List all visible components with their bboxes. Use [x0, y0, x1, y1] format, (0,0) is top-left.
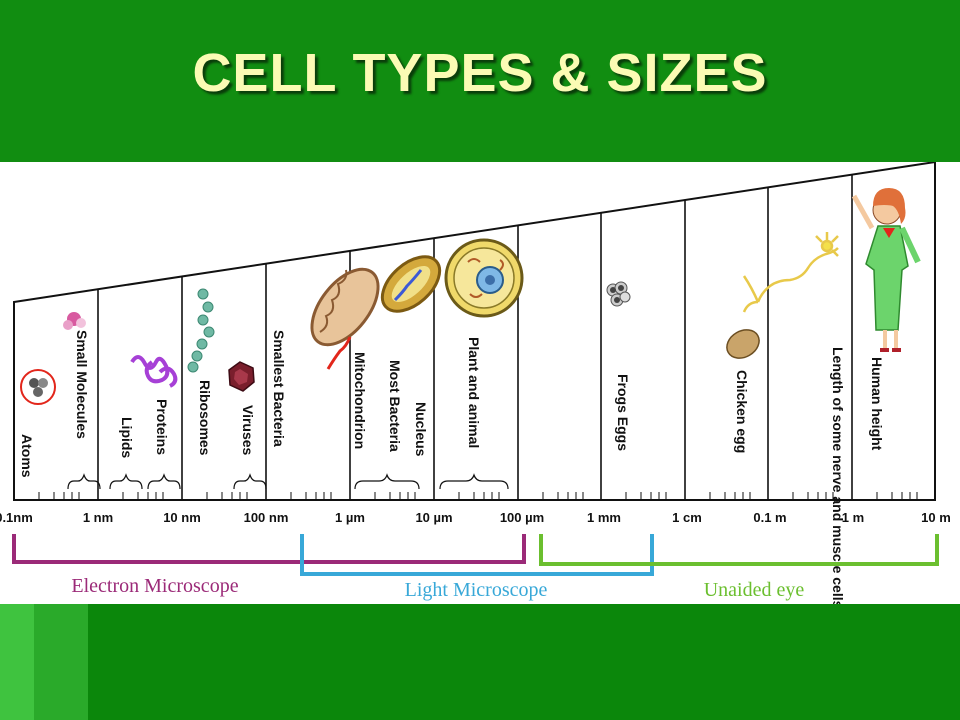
diagram-panel: 0.1nm 1 nm 10 nm 100 nm 1 µm 10 µm 100 µ… [0, 162, 960, 604]
label-nucleus: Nucleus [413, 402, 429, 457]
label-ribosomes: Ribosomes [197, 380, 213, 456]
light-microscope-range: Light Microscope [300, 534, 654, 601]
protein-icon [158, 366, 178, 388]
tick-label-11: 10 m [921, 510, 951, 525]
tick-label-2: 10 nm [163, 510, 201, 525]
label-human-height: Human height [869, 357, 885, 451]
label-mitochondrion: Mitochondrion [352, 352, 368, 449]
decorative-strip-light [0, 604, 34, 720]
tick-label-10: 1 m [842, 510, 864, 525]
frog-eggs-icon [606, 281, 631, 307]
decade-dividers [97, 175, 853, 500]
human-figure-icon [851, 188, 921, 352]
label-most-bacteria: Most Bacteria [387, 360, 403, 452]
chicken-egg-icon [726, 329, 760, 359]
tick-label-9: 0.1 m [753, 510, 786, 525]
light-microscope-label: Light Microscope [405, 579, 548, 601]
electron-microscope-label: Electron Microscope [71, 575, 238, 597]
title-bar [0, 0, 960, 162]
scale-wedge [13, 162, 936, 501]
label-frogs-eggs: Frogs Eggs [615, 374, 631, 451]
label-small-molecules: Small Molecules [74, 330, 90, 439]
electron-microscope-range: Electron Microscope [12, 534, 526, 597]
mitochondrion-icon [310, 267, 380, 370]
decorative-strip-mid [34, 604, 88, 720]
virus-icon [228, 361, 255, 392]
tick-label-0: 0.1nm [0, 510, 33, 525]
lipid-icon [130, 355, 170, 384]
bottom-background [88, 604, 960, 720]
label-proteins: Proteins [154, 399, 170, 455]
unaided-eye-label: Unaided eye [704, 579, 805, 601]
range-braces [67, 473, 509, 490]
tick-label-4: 1 µm [335, 510, 365, 525]
small-molecule-icon [63, 312, 86, 330]
atom-icon [20, 369, 56, 405]
label-smallest-bacteria: Smallest Bacteria [271, 330, 287, 447]
unaided-eye-range: Unaided eye [539, 534, 939, 601]
tick-label-8: 1 cm [672, 510, 702, 525]
size-scale-diagram: 0.1nm 1 nm 10 nm 100 nm 1 µm 10 µm 100 µ… [0, 162, 951, 604]
ribosome-icon [187, 288, 215, 373]
bacterium-icon [380, 255, 442, 313]
label-chicken-egg: Chicken egg [734, 370, 750, 453]
object-labels: Atoms Small Molecules Lipids Proteins Ri… [19, 330, 885, 604]
tick-label-7: 1 mm [587, 510, 621, 525]
tick-label-1: 1 nm [83, 510, 113, 525]
tick-label-6: 100 µm [500, 510, 544, 525]
minor-ticks [38, 492, 918, 500]
tick-label-5: 10 µm [415, 510, 452, 525]
label-lipids: Lipids [119, 417, 135, 458]
label-atoms: Atoms [19, 434, 35, 478]
tick-label-3: 100 nm [244, 510, 289, 525]
plant-animal-cell-icon [444, 238, 524, 318]
label-nerve-muscle-cells: Length of some nerve and muscle cells [830, 347, 846, 604]
label-viruses: Viruses [240, 405, 256, 456]
label-plant-animal: Plant and animal [466, 337, 482, 448]
slide-title: CELL TYPES & SIZES [192, 43, 768, 103]
nerve-cell-icon [742, 232, 839, 313]
